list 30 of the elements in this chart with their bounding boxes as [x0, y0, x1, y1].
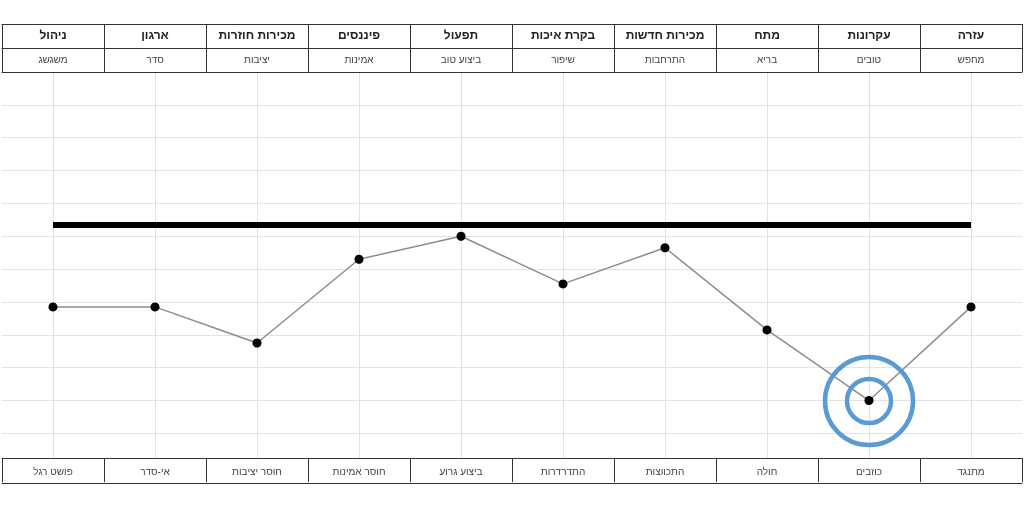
x-tick-label: בקרת איכות — [530, 28, 596, 42]
text: מתנגד — [957, 465, 985, 477]
text: כוזבים — [855, 465, 883, 477]
x-tick-label: מכירות חוזרות — [218, 28, 296, 42]
x-tick-label: מתח — [754, 28, 780, 42]
x-tick-label: מכירות חדשות — [625, 28, 705, 42]
text: משגשג — [38, 53, 68, 65]
text: חולה — [756, 465, 778, 477]
text: מחפש — [957, 53, 985, 65]
x-tick-label: עקרונות — [847, 28, 891, 42]
text: התדרדרות — [540, 465, 586, 477]
text: בריא — [756, 53, 778, 65]
text: טובים — [856, 53, 882, 65]
text: ביצוע טוב — [440, 53, 482, 65]
text: חוסר אמינות — [332, 465, 386, 477]
text: ביצוע גרוע — [439, 465, 483, 477]
x-tick-label: ארגון — [141, 28, 169, 42]
text: התכווצות — [645, 465, 685, 477]
text: פושט רגל — [33, 465, 73, 477]
text: אמינות — [344, 53, 375, 65]
text: חוסר יציבות — [232, 465, 282, 477]
text: סדר — [146, 53, 165, 65]
x-tick-label: פיננסים — [337, 28, 381, 42]
x-tick-label: ניהול — [39, 28, 67, 42]
x-tick-label: עזרה — [957, 28, 985, 42]
text: יציבות — [244, 53, 270, 65]
x-tick-label: תפעול — [443, 28, 479, 42]
text: אי-סדר — [140, 465, 171, 477]
text: שיפור — [551, 53, 575, 65]
text: התרחבות — [644, 53, 686, 65]
